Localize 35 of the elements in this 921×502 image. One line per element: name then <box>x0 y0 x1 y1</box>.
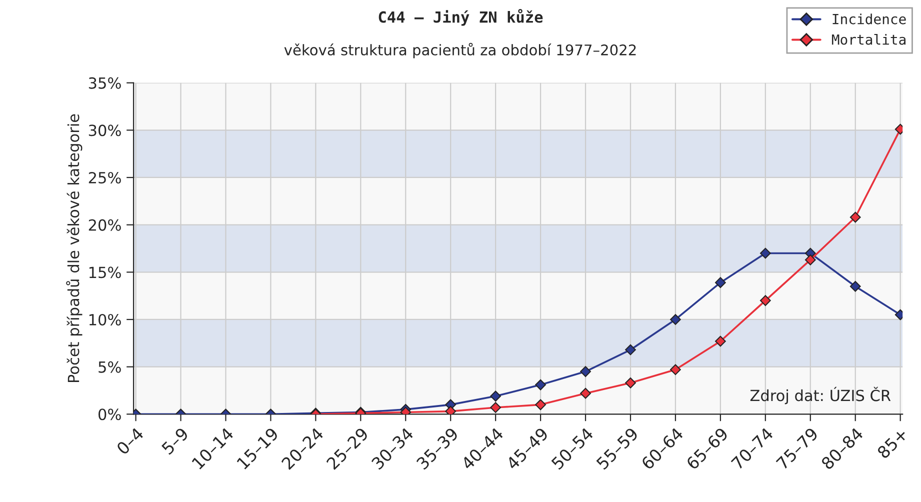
point <box>535 379 546 390</box>
point <box>804 254 816 266</box>
point <box>445 406 456 414</box>
point <box>670 314 681 325</box>
y-tick-label: 35% <box>88 77 121 89</box>
chart-title: C44 – Jiný ZN kůže <box>378 9 543 26</box>
point <box>715 336 726 347</box>
point <box>625 377 636 388</box>
y-tick-label: 25% <box>88 172 121 184</box>
point <box>625 344 636 356</box>
y-tick-label: 0% <box>98 408 121 420</box>
point <box>760 295 771 306</box>
point <box>535 399 546 410</box>
point <box>760 248 771 259</box>
point <box>490 390 502 402</box>
legend-label: Incidence <box>832 14 906 24</box>
chart-subtitle: věková struktura pacientů za období 1977–2022 <box>284 42 636 58</box>
y-tick-label: 20% <box>88 219 121 231</box>
legend-label: Mortalita <box>832 34 906 45</box>
point <box>670 364 681 376</box>
point <box>850 280 861 292</box>
point <box>715 277 726 288</box>
x-tick-label: 85+ <box>876 427 908 460</box>
point <box>490 402 502 413</box>
point <box>850 212 861 223</box>
y-tick-label: 10% <box>89 314 121 326</box>
point <box>580 366 591 377</box>
y-tick-label: 15% <box>89 266 121 278</box>
y-tick-label: 30% <box>88 124 121 136</box>
x-tick-label: 0–4 <box>116 426 144 456</box>
y-axis-title: Počet případů dle věkové kategorie <box>66 114 82 382</box>
x-tick-label: 5–9 <box>160 426 190 456</box>
y-tick-label: 5% <box>98 361 121 373</box>
point <box>580 388 591 399</box>
annotation: Zdroj dat: ÚZIS ČR <box>750 386 891 404</box>
